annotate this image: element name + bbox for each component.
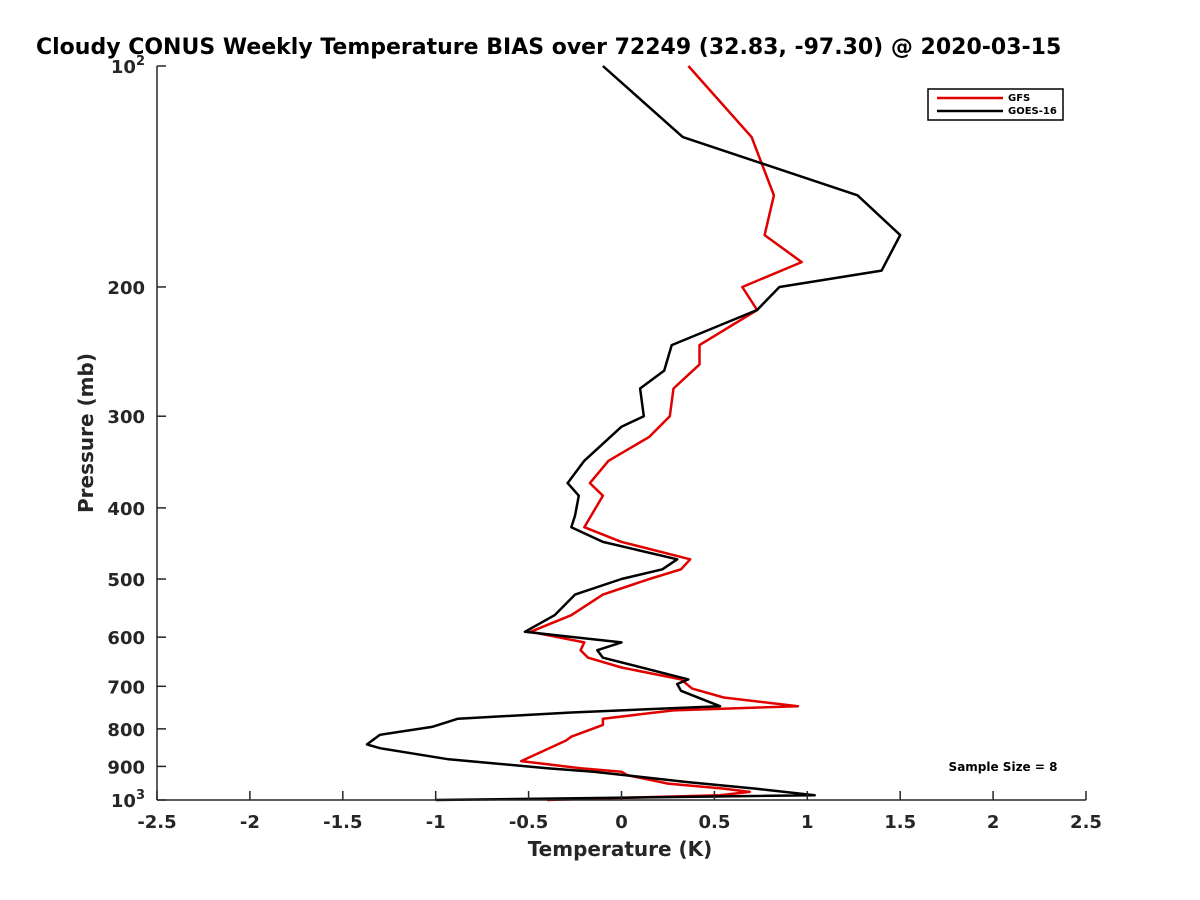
chart-title: Cloudy CONUS Weekly Temperature BIAS ove… <box>36 35 1061 60</box>
y-tick-label: 102 <box>111 54 145 78</box>
y-tick-label: 500 <box>107 570 145 591</box>
x-tick-label: -2 <box>240 812 260 833</box>
y-tick-label: 800 <box>107 720 145 741</box>
x-tick-label: 2 <box>987 812 1000 833</box>
y-tick-label: 200 <box>107 278 145 299</box>
series-line-goes-16 <box>365 65 902 802</box>
legend-label-goes-16: GOES-16 <box>1008 106 1057 117</box>
x-tick-label: -1 <box>426 812 446 833</box>
legend: GFS GOES-16 <box>927 88 1064 121</box>
series-line-gfs <box>519 65 803 802</box>
y-tick-label: 400 <box>107 499 145 520</box>
y-tick-label: 600 <box>107 628 145 649</box>
x-tick-label: -2.5 <box>137 812 176 833</box>
x-tick-label: -1.5 <box>323 812 362 833</box>
x-tick-label: 1 <box>801 812 814 833</box>
y-axis-label: Pressure (mb) <box>74 353 98 513</box>
x-axis-label: Temperature (K) <box>528 837 713 861</box>
x-tick-label: -0.5 <box>509 812 548 833</box>
x-tick-label: 0 <box>615 812 628 833</box>
y-tick-label: 700 <box>107 677 145 698</box>
x-tick-label: 1.5 <box>884 812 916 833</box>
axes-layer: -2.5 -2 -1.5 -1 -0.5 0 0.5 1 1.5 2 2.5 102 200 300 400… <box>107 54 1102 833</box>
y-tick-label: 900 <box>107 757 145 778</box>
sample-size-annotation: Sample Size = 8 <box>949 760 1058 774</box>
x-tick-label: 0.5 <box>698 812 730 833</box>
x-tick-label: 2.5 <box>1070 812 1102 833</box>
y-tick-label: 103 <box>111 788 145 812</box>
legend-box <box>927 88 1064 121</box>
series-layer <box>365 65 902 802</box>
legend-label-gfs: GFS <box>1008 93 1030 104</box>
y-tick-label: 300 <box>107 407 145 428</box>
